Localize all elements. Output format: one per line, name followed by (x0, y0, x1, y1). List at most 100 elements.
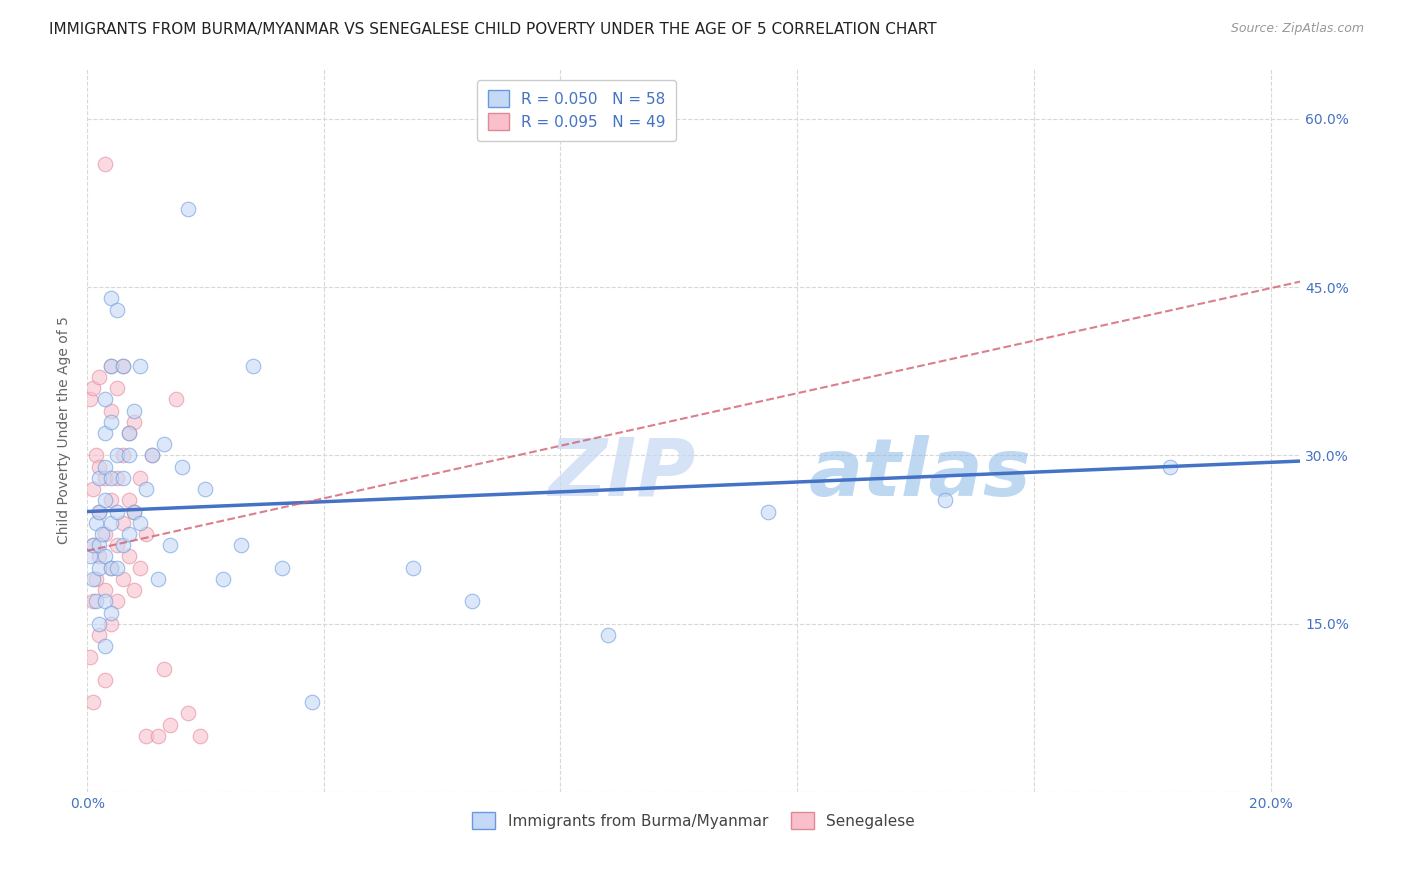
Point (82, 594, 104, 608)
Point (111, 538, 134, 552)
Point (117, 449, 139, 463)
Point (177, 706, 200, 721)
Point (146, 572, 169, 586)
Point (94, 157, 117, 171)
Point (87, 504, 110, 518)
Point (82, 695, 104, 709)
Point (94, 594, 117, 608)
Point (229, 538, 252, 552)
Point (194, 482, 217, 496)
Point (105, 560, 128, 574)
Point (105, 302, 128, 317)
Point (756, 504, 779, 518)
Legend: Immigrants from Burma/Myanmar, Senegalese: Immigrants from Burma/Myanmar, Senegales… (467, 806, 921, 835)
Point (135, 527, 157, 541)
Point (100, 359, 122, 373)
Point (129, 359, 152, 373)
Point (94, 425, 117, 440)
Point (111, 359, 134, 373)
Point (111, 516, 134, 530)
Point (135, 729, 157, 743)
Point (124, 504, 146, 518)
Point (129, 471, 152, 485)
Point (84, 594, 107, 608)
Point (100, 616, 122, 631)
Point (105, 381, 128, 395)
Point (100, 560, 122, 574)
Point (100, 493, 122, 508)
Point (124, 415, 146, 429)
Point (94, 459, 117, 474)
Point (159, 717, 181, 731)
Point (94, 583, 117, 598)
Text: ZIP: ZIP (548, 434, 696, 513)
Point (117, 425, 139, 440)
Point (141, 449, 163, 463)
Point (124, 583, 146, 598)
Point (82, 538, 104, 552)
Point (87, 459, 110, 474)
Point (87, 560, 110, 574)
Point (87, 616, 110, 631)
Point (111, 449, 134, 463)
Point (82, 572, 104, 586)
Point (170, 459, 193, 474)
Point (117, 549, 139, 564)
Point (461, 594, 484, 608)
Point (159, 538, 181, 552)
Point (91, 527, 114, 541)
Point (135, 482, 157, 496)
Point (934, 493, 956, 508)
Point (87, 628, 110, 642)
Point (596, 628, 619, 642)
Point (129, 560, 152, 574)
Point (79, 392, 101, 407)
Point (100, 471, 122, 485)
Point (1159, 459, 1181, 474)
Point (79, 549, 101, 564)
Point (111, 471, 134, 485)
Point (117, 425, 139, 440)
Point (117, 527, 139, 541)
Point (124, 403, 146, 417)
Point (94, 639, 117, 653)
Point (188, 729, 211, 743)
Point (401, 560, 423, 574)
Point (94, 493, 117, 508)
Point (111, 359, 134, 373)
Point (100, 359, 122, 373)
Point (87, 370, 110, 384)
Text: Source: ZipAtlas.com: Source: ZipAtlas.com (1230, 22, 1364, 36)
Point (301, 695, 323, 709)
Point (242, 359, 264, 373)
Point (87, 538, 110, 552)
Point (212, 572, 235, 586)
Point (100, 403, 122, 417)
Point (94, 527, 117, 541)
Point (105, 594, 128, 608)
Point (105, 471, 128, 485)
Point (84, 449, 107, 463)
Point (117, 493, 139, 508)
Y-axis label: Child Poverty Under the Age of 5: Child Poverty Under the Age of 5 (58, 317, 72, 544)
Point (146, 729, 169, 743)
Point (84, 572, 107, 586)
Point (165, 392, 187, 407)
Point (84, 516, 107, 530)
Point (82, 482, 104, 496)
Point (271, 560, 294, 574)
Point (87, 471, 110, 485)
Text: IMMIGRANTS FROM BURMA/MYANMAR VS SENEGALESE CHILD POVERTY UNDER THE AGE OF 5 COR: IMMIGRANTS FROM BURMA/MYANMAR VS SENEGAL… (49, 22, 936, 37)
Point (129, 516, 152, 530)
Point (100, 292, 122, 306)
Point (94, 392, 117, 407)
Point (105, 504, 128, 518)
Text: atlas: atlas (808, 434, 1032, 513)
Point (100, 606, 122, 620)
Point (100, 415, 122, 429)
Point (141, 449, 163, 463)
Point (111, 572, 134, 586)
Point (105, 449, 128, 463)
Point (94, 673, 117, 687)
Point (105, 538, 128, 552)
